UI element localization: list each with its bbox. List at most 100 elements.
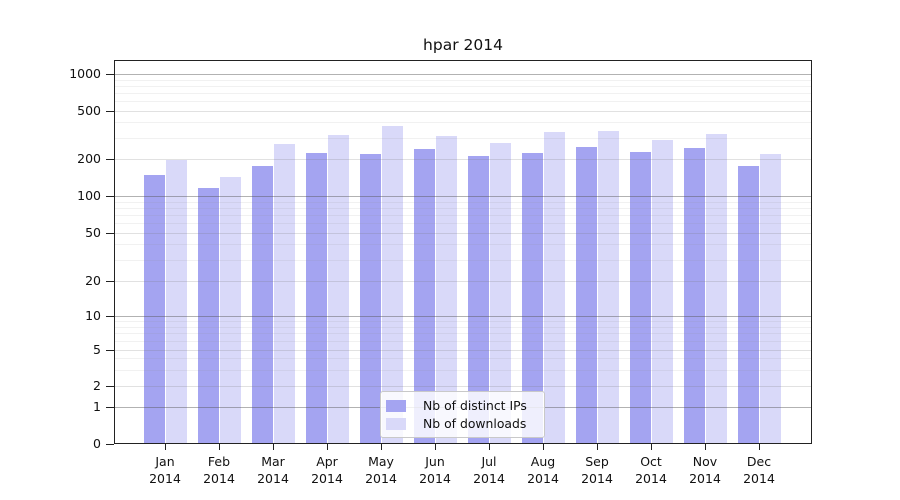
bar-jun-distinct-ips bbox=[413, 148, 435, 443]
gridline-minor-60 bbox=[115, 222, 811, 224]
year-label: 2014 bbox=[203, 471, 235, 486]
x-tick-mark-jan bbox=[165, 444, 166, 450]
gridline-minor-8 bbox=[115, 326, 811, 328]
y-tick-label-1000: 1000 bbox=[69, 66, 101, 81]
x-tick-mark-nov bbox=[705, 444, 706, 450]
gridline-minor-7 bbox=[115, 333, 811, 335]
y-tick-mark-500 bbox=[106, 110, 114, 112]
bar-aug-downloads bbox=[543, 132, 565, 443]
x-tick-label-oct: Oct 2014 bbox=[621, 453, 681, 487]
year-label: 2014 bbox=[419, 471, 451, 486]
gridline-2 bbox=[115, 386, 811, 387]
x-tick-label-may: May 2014 bbox=[351, 453, 411, 487]
year-label: 2014 bbox=[743, 471, 775, 486]
y-tick-label-1: 1 bbox=[93, 399, 101, 414]
year-label: 2014 bbox=[365, 471, 397, 486]
legend-swatch-distinct-ips bbox=[386, 399, 406, 412]
gridline-minor-4 bbox=[115, 358, 811, 360]
bar-apr-downloads bbox=[327, 135, 349, 443]
y-tick-label-5: 5 bbox=[93, 341, 101, 357]
month-label: Oct bbox=[640, 454, 662, 469]
y-tick-label-0: 0 bbox=[93, 436, 101, 451]
x-tick-mark-sep bbox=[597, 444, 598, 450]
year-label: 2014 bbox=[257, 471, 289, 486]
x-tick-mark-jul bbox=[489, 444, 490, 450]
bar-dec-downloads bbox=[759, 154, 781, 443]
bar-jan-distinct-ips bbox=[143, 175, 165, 443]
x-tick-label-jul: Jul 2014 bbox=[459, 453, 519, 487]
x-tick-mark-mar bbox=[273, 444, 274, 450]
month-label: Sep bbox=[585, 454, 609, 469]
month-label: Mar bbox=[261, 454, 285, 469]
gridline-50 bbox=[115, 232, 811, 234]
gridline-500 bbox=[115, 110, 811, 112]
x-tick-mark-jun bbox=[435, 444, 436, 450]
legend-label-downloads: Nb of downloads bbox=[423, 416, 527, 431]
month-label: Jan bbox=[155, 454, 175, 469]
bar-nov-downloads bbox=[705, 134, 727, 443]
x-tick-mark-apr bbox=[327, 444, 328, 450]
y-tick-mark-20 bbox=[106, 281, 114, 282]
gridline-minor-700 bbox=[115, 92, 811, 94]
x-tick-label-jun: Jun 2014 bbox=[405, 453, 465, 487]
month-label: Feb bbox=[207, 454, 231, 469]
legend-item-downloads: Nb of downloads bbox=[386, 416, 538, 431]
y-tick-mark-1 bbox=[106, 407, 114, 408]
year-label: 2014 bbox=[149, 471, 181, 486]
x-tick-mark-oct bbox=[651, 444, 652, 450]
month-label: Nov bbox=[692, 454, 718, 469]
year-label: 2014 bbox=[635, 471, 667, 486]
y-tick-mark-200 bbox=[106, 159, 114, 160]
gridline-minor-900 bbox=[115, 79, 811, 81]
month-label: Dec bbox=[746, 454, 772, 469]
bar-oct-distinct-ips bbox=[629, 152, 651, 443]
bar-oct-downloads bbox=[651, 139, 673, 443]
x-tick-label-aug: Aug 2014 bbox=[513, 453, 573, 487]
x-tick-label-nov: Nov 2014 bbox=[675, 453, 735, 487]
x-tick-label-mar: Mar 2014 bbox=[243, 453, 303, 487]
year-label: 2014 bbox=[689, 471, 721, 486]
y-tick-mark-100 bbox=[106, 196, 114, 197]
x-tick-label-feb: Feb 2014 bbox=[189, 453, 249, 487]
x-tick-mark-may bbox=[381, 444, 382, 450]
gridline-minor-70 bbox=[115, 214, 811, 216]
gridline-minor-90 bbox=[115, 201, 811, 203]
bar-sep-distinct-ips bbox=[575, 147, 597, 443]
y-tick-label-10: 10 bbox=[85, 308, 101, 323]
x-tick-label-jan: Jan 2014 bbox=[135, 453, 195, 487]
bar-may-downloads bbox=[381, 125, 403, 443]
gridline-minor-30 bbox=[115, 259, 811, 261]
y-tick-label-2: 2 bbox=[93, 378, 101, 393]
bar-jun-downloads bbox=[435, 135, 457, 443]
month-label: Jun bbox=[425, 454, 445, 469]
gridline-100 bbox=[115, 196, 811, 197]
month-label: Jul bbox=[481, 454, 497, 469]
x-tick-mark-feb bbox=[219, 444, 220, 450]
legend-label-distinct-ips: Nb of distinct IPs bbox=[423, 398, 527, 413]
month-label: Apr bbox=[316, 454, 338, 469]
gridline-minor-300 bbox=[115, 137, 811, 139]
bar-sep-downloads bbox=[597, 130, 619, 443]
month-label: Aug bbox=[530, 454, 556, 469]
y-tick-mark-50 bbox=[106, 232, 114, 234]
y-tick-label-200: 200 bbox=[77, 151, 101, 166]
y-tick-label-500: 500 bbox=[77, 102, 101, 118]
bar-feb-distinct-ips bbox=[197, 187, 219, 443]
legend-swatch-downloads bbox=[386, 417, 406, 430]
bar-nov-distinct-ips bbox=[683, 147, 705, 443]
gridline-minor-600 bbox=[115, 100, 811, 102]
bar-apr-distinct-ips bbox=[305, 152, 327, 443]
gridline-10 bbox=[115, 316, 811, 317]
x-tick-label-sep: Sep 2014 bbox=[567, 453, 627, 487]
gridline-200 bbox=[115, 159, 811, 160]
gridline-minor-40 bbox=[115, 244, 811, 246]
y-tick-mark-0 bbox=[106, 444, 114, 445]
gridline-minor-80 bbox=[115, 207, 811, 209]
y-tick-label-50: 50 bbox=[85, 224, 101, 240]
bar-dec-distinct-ips bbox=[737, 165, 759, 443]
x-tick-label-dec: Dec 2014 bbox=[729, 453, 789, 487]
gridline-minor-6 bbox=[115, 340, 811, 342]
legend-item-distinct-ips: Nb of distinct IPs bbox=[386, 398, 538, 413]
x-tick-mark-aug bbox=[543, 444, 544, 450]
